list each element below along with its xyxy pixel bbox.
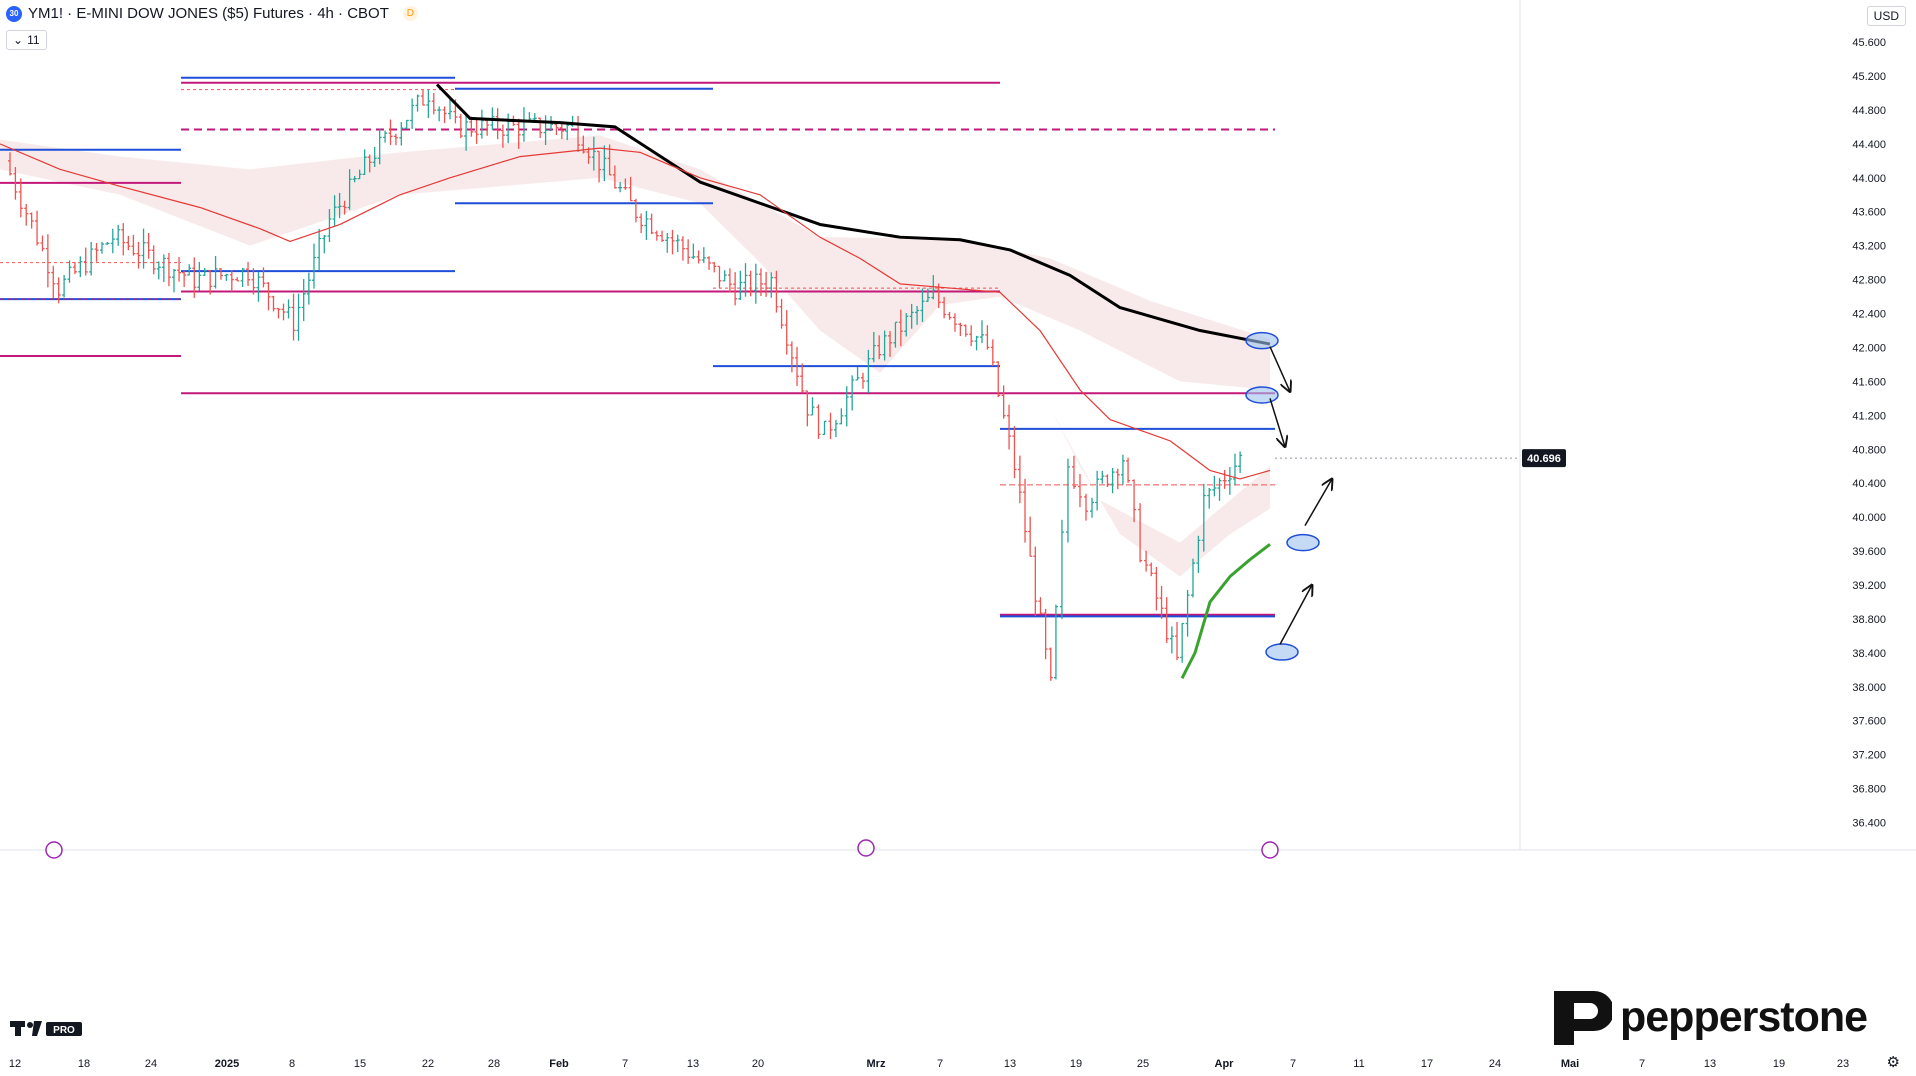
event-icon <box>45 841 63 859</box>
price-tick-label: 38.000 <box>1852 682 1886 694</box>
highlight-ellipse <box>1265 643 1299 661</box>
price-tick-label: 44.400 <box>1852 139 1886 151</box>
currency-selector[interactable]: USD <box>1866 6 1906 26</box>
price-tick-label: 42.400 <box>1852 309 1886 321</box>
price-tick-label: 40.400 <box>1852 478 1886 490</box>
chart-header: 30 YM1! · E-MINI DOW JONES ($5) Futures … <box>6 5 418 22</box>
time-tick-label: 15 <box>354 1058 366 1070</box>
time-tick-label: 22 <box>422 1058 434 1070</box>
annotation-arrow <box>1279 585 1312 645</box>
time-tick-label: Mrz <box>867 1058 886 1070</box>
price-tick-label: 44.000 <box>1852 173 1886 185</box>
price-tick-label: 39.600 <box>1852 546 1886 558</box>
pepperstone-logo: pepperstone <box>1548 985 1868 1049</box>
price-tick-label: 45.600 <box>1852 37 1886 49</box>
cloud-band <box>0 135 1270 390</box>
time-tick-label: 17 <box>1421 1058 1433 1070</box>
time-tick-label: 11 <box>1353 1058 1364 1070</box>
price-tick-label: 42.800 <box>1852 275 1886 287</box>
symbol-icon: 30 <box>6 5 22 22</box>
time-tick-label: 20 <box>752 1058 764 1070</box>
tradingview-pro-logo: PRO <box>10 1020 82 1043</box>
indicators-toggle-button[interactable]: ⌄ 11 <box>6 30 47 50</box>
price-tick-label: 38.800 <box>1852 614 1886 626</box>
time-tick-label: 25 <box>1137 1058 1149 1070</box>
highlight-ellipse <box>1286 533 1320 552</box>
pepperstone-wordmark: pepperstone <box>1620 992 1868 1041</box>
time-tick-label: 7 <box>1639 1058 1645 1070</box>
price-tick-label: 36.400 <box>1852 818 1886 830</box>
price-tick-label: 43.600 <box>1852 207 1886 219</box>
time-tick-label: 19 <box>1070 1058 1082 1070</box>
pepperstone-icon <box>1554 991 1612 1045</box>
time-tick-label: 19 <box>1773 1058 1785 1070</box>
time-tick-label: 18 <box>78 1058 90 1070</box>
time-tick-label: 13 <box>687 1058 699 1070</box>
price-tick-label: 44.800 <box>1852 105 1886 117</box>
moving-average-line <box>435 83 1271 346</box>
time-tick-label: 24 <box>145 1058 157 1070</box>
annotation-arrow <box>1269 398 1285 446</box>
price-tick-label: 45.200 <box>1852 71 1886 83</box>
annotation-arrow <box>1269 346 1290 392</box>
time-tick-label: 7 <box>622 1058 628 1070</box>
cloud-band <box>1050 406 1270 577</box>
price-tick-label: 40.800 <box>1852 444 1886 456</box>
svg-text:PRO: PRO <box>53 1025 75 1036</box>
price-tick-label: 37.600 <box>1852 716 1886 728</box>
time-tick-label: 28 <box>488 1058 500 1070</box>
moving-average-line <box>0 143 1271 480</box>
time-tick-label: Apr <box>1215 1058 1235 1070</box>
price-tick-label: 41.200 <box>1852 410 1886 422</box>
price-tick-label: 38.400 <box>1852 648 1886 660</box>
chart-title[interactable]: YM1! · E-MINI DOW JONES ($5) Futures · 4… <box>28 5 389 22</box>
highlight-ellipse <box>1245 386 1279 404</box>
chevron-down-icon: ⌄ <box>13 33 24 47</box>
time-tick-label: 13 <box>1004 1058 1016 1070</box>
price-tick-label: 40.000 <box>1852 512 1886 524</box>
time-tick-label: 12 <box>9 1058 21 1070</box>
time-tick-label: 7 <box>937 1058 943 1070</box>
price-tick-label: 37.200 <box>1852 750 1886 762</box>
time-tick-label: Feb <box>549 1058 569 1070</box>
delayed-data-icon[interactable]: D <box>402 6 418 21</box>
gear-icon[interactable]: ⚙ <box>1886 1054 1900 1071</box>
time-tick-label: 2025 <box>215 1058 239 1070</box>
time-tick-label: 23 <box>1837 1058 1849 1070</box>
event-icon <box>857 839 875 857</box>
last-price-label: 40.696 <box>1527 453 1561 465</box>
event-icon <box>1261 841 1279 859</box>
time-tick-label: 8 <box>289 1058 295 1070</box>
indicator-count: 11 <box>27 33 40 47</box>
price-tick-label: 41.600 <box>1852 376 1886 388</box>
time-tick-label: 7 <box>1290 1058 1296 1070</box>
annotation-arrow <box>1304 479 1332 527</box>
last-price-tag <box>1522 449 1566 468</box>
time-tick-label: 13 <box>1704 1058 1716 1070</box>
time-tick-label: 24 <box>1489 1058 1501 1070</box>
price-tick-label: 42.000 <box>1852 342 1886 354</box>
time-tick-label: Mai <box>1561 1058 1579 1070</box>
price-tick-label: 36.800 <box>1852 784 1886 796</box>
price-tick-label: 39.200 <box>1852 580 1886 592</box>
highlight-ellipse <box>1245 331 1279 350</box>
moving-average-line <box>1180 543 1271 680</box>
price-tick-label: 43.200 <box>1852 241 1886 253</box>
